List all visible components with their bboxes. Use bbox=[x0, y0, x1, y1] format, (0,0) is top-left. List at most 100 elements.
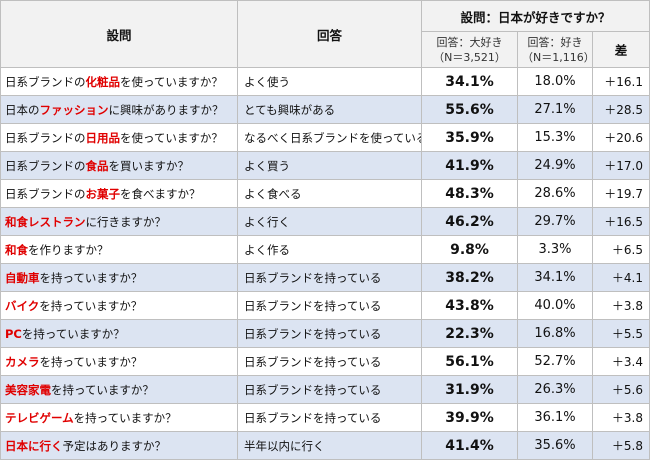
question-cell: 和食レストランに行きますか？ bbox=[0, 207, 238, 236]
table-row: カメラを持っていますか？ 日系ブランドを持っている 56.1% 52.7% ＋3.4 bbox=[0, 347, 650, 376]
diff-value: ＋6.5 bbox=[591, 235, 650, 264]
diff-value: ＋20.6 bbox=[591, 123, 650, 152]
header-love-n: （N＝3,521） bbox=[433, 50, 506, 64]
question-keyword: 日本に行く bbox=[5, 438, 63, 453]
like-value: 40.0% bbox=[517, 291, 593, 320]
header-answer: 回答 bbox=[237, 0, 422, 68]
question-suffix: を持っていますか？ bbox=[39, 354, 143, 369]
header-like-label: 回答：好き bbox=[527, 35, 583, 49]
diff-value: ＋3.8 bbox=[591, 291, 650, 320]
question-prefix: 日系ブランドの bbox=[5, 158, 86, 173]
answer-cell: なるべく日系ブランドを使っている bbox=[237, 123, 422, 152]
love-value: 55.6% bbox=[421, 95, 518, 124]
question-suffix: を使っていますか？ bbox=[120, 130, 223, 145]
question-keyword: お菓子 bbox=[85, 186, 121, 201]
diff-value: ＋17.0 bbox=[591, 151, 650, 180]
question-keyword: 食品 bbox=[85, 158, 109, 173]
question-keyword: 自動車 bbox=[5, 270, 40, 285]
question-keyword: ファッション bbox=[39, 102, 109, 117]
question-keyword: 美容家電 bbox=[5, 382, 51, 397]
table-row: 日系ブランドのお菓子を食べますか？ よく食べる 48.3% 28.6% ＋19.7 bbox=[0, 179, 650, 208]
like-value: 34.1% bbox=[517, 263, 593, 292]
like-value: 36.1% bbox=[517, 403, 593, 432]
question-suffix: を持っていますか？ bbox=[21, 326, 125, 341]
question-suffix: を持っていますか？ bbox=[39, 270, 143, 285]
question-cell: バイクを持っていますか？ bbox=[0, 291, 238, 320]
header-love: 回答：大好き （N＝3,521） bbox=[421, 31, 518, 68]
like-value: 28.6% bbox=[517, 179, 593, 208]
question-cell: 日本に行く予定はありますか？ bbox=[0, 431, 238, 460]
table-row: 日系ブランドの日用品を使っていますか？ なるべく日系ブランドを使っている 35.9%… bbox=[0, 123, 650, 152]
question-cell: 日本のファッションに興味がありますか？ bbox=[0, 95, 238, 124]
header-love-label: 回答：大好き bbox=[436, 35, 503, 49]
like-value: 29.7% bbox=[517, 207, 593, 236]
diff-value: ＋16.5 bbox=[591, 207, 650, 236]
table-row: 日本に行く予定はありますか？ 半年以内に行く 41.4% 35.6% ＋5.8 bbox=[0, 431, 650, 460]
header-diff: 差 bbox=[591, 31, 650, 68]
diff-value: ＋4.1 bbox=[591, 263, 650, 292]
love-value: 41.9% bbox=[421, 151, 518, 180]
love-value: 41.4% bbox=[421, 431, 518, 460]
love-value: 48.3% bbox=[421, 179, 518, 208]
question-cell: 日系ブランドの日用品を使っていますか？ bbox=[0, 123, 238, 152]
table-row: 和食レストランに行きますか？ よく行く 46.2% 29.7% ＋16.5 bbox=[0, 207, 650, 236]
answer-cell: 日系ブランドを持っている bbox=[237, 375, 422, 404]
table-row: 日系ブランドの化粧品を使っていますか？ よく使う 34.1% 18.0% ＋16.1 bbox=[0, 67, 650, 96]
question-prefix: 日本の bbox=[5, 102, 40, 117]
answer-cell: 日系ブランドを持っている bbox=[237, 291, 422, 320]
question-suffix: を持っていますか？ bbox=[73, 410, 177, 425]
question-suffix: を食べますか？ bbox=[120, 186, 201, 201]
question-prefix: 日系ブランドの bbox=[5, 74, 86, 89]
like-value: 35.6% bbox=[517, 431, 593, 460]
answer-cell: 日系ブランドを持っている bbox=[237, 403, 422, 432]
answer-cell: よく買う bbox=[237, 151, 422, 180]
header-like-n: （N＝1,116） bbox=[522, 50, 593, 64]
love-value: 46.2% bbox=[421, 207, 518, 236]
diff-value: ＋3.8 bbox=[591, 403, 650, 432]
question-suffix: に行きますか？ bbox=[85, 214, 167, 229]
table-row: 和食を作りますか？ よく作る 9.8% 3.3% ＋6.5 bbox=[0, 235, 650, 264]
header-like: 回答：好き （N＝1,116） bbox=[517, 31, 593, 68]
answer-cell: よく使う bbox=[237, 67, 422, 96]
question-cell: テレビゲームを持っていますか？ bbox=[0, 403, 238, 432]
question-suffix: を使っていますか？ bbox=[120, 74, 223, 89]
diff-value: ＋5.6 bbox=[591, 375, 650, 404]
question-cell: 美容家電を持っていますか？ bbox=[0, 375, 238, 404]
like-value: 3.3% bbox=[517, 235, 593, 264]
table-body: 日系ブランドの化粧品を使っていますか？ よく使う 34.1% 18.0% ＋16.1 日本… bbox=[0, 67, 650, 460]
question-keyword: 和食 bbox=[5, 242, 28, 257]
love-value: 38.2% bbox=[421, 263, 518, 292]
love-value: 35.9% bbox=[421, 123, 518, 152]
like-value: 15.3% bbox=[517, 123, 593, 152]
header-group: 設問：日本が好きですか？ bbox=[420, 0, 650, 32]
diff-value: ＋19.7 bbox=[591, 179, 650, 208]
like-value: 16.8% bbox=[517, 319, 593, 348]
table-row: 日系ブランドの食品を買いますか？ よく買う 41.9% 24.9% ＋17.0 bbox=[0, 151, 650, 180]
question-cell: 自動車を持っていますか？ bbox=[0, 263, 238, 292]
question-keyword: カメラ bbox=[5, 354, 40, 369]
table-row: バイクを持っていますか？ 日系ブランドを持っている 43.8% 40.0% ＋3.8 bbox=[0, 291, 650, 320]
diff-value: ＋16.1 bbox=[591, 67, 650, 96]
diff-value: ＋3.4 bbox=[591, 347, 650, 376]
question-cell: 日系ブランドのお菓子を食べますか？ bbox=[0, 179, 238, 208]
question-suffix: を作りますか？ bbox=[28, 242, 109, 257]
table-row: 美容家電を持っていますか？ 日系ブランドを持っている 31.9% 26.3% ＋5.6 bbox=[0, 375, 650, 404]
question-cell: PCを持っていますか？ bbox=[0, 319, 238, 348]
love-value: 56.1% bbox=[421, 347, 518, 376]
question-keyword: テレビゲーム bbox=[5, 410, 74, 425]
answer-cell: とても興味がある bbox=[237, 95, 422, 124]
table-row: PCを持っていますか？ 日系ブランドを持っている 22.3% 16.8% ＋5.5 bbox=[0, 319, 650, 348]
question-cell: カメラを持っていますか？ bbox=[0, 347, 238, 376]
answer-cell: 日系ブランドを持っている bbox=[237, 319, 422, 348]
question-keyword: 日用品 bbox=[85, 130, 121, 145]
question-suffix: を持っていますか？ bbox=[51, 382, 154, 397]
question-suffix: 予定はありますか？ bbox=[62, 438, 167, 453]
answer-cell: 半年以内に行く bbox=[237, 431, 422, 460]
like-value: 27.1% bbox=[517, 95, 593, 124]
table-row: テレビゲームを持っていますか？ 日系ブランドを持っている 39.9% 36.1% ＋3.… bbox=[0, 403, 650, 432]
like-value: 52.7% bbox=[517, 347, 593, 376]
like-value: 26.3% bbox=[517, 375, 593, 404]
question-keyword: 化粧品 bbox=[85, 74, 121, 89]
answer-cell: よく作る bbox=[237, 235, 422, 264]
